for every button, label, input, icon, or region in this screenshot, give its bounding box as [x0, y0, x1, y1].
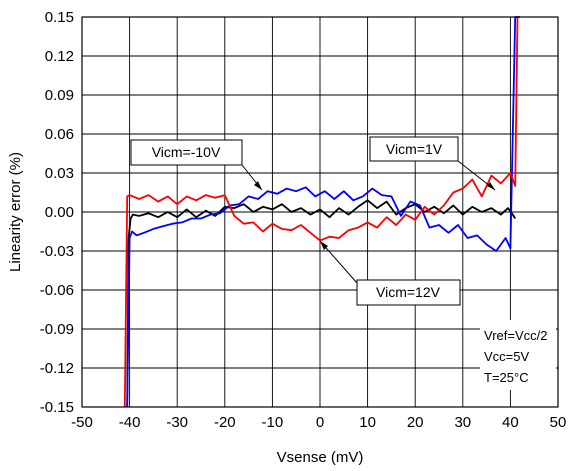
- y-tick-label: -0.15: [40, 399, 74, 416]
- y-axis-label: Linearity error (%): [7, 152, 24, 272]
- condition-vref: Vref=Vcc/2: [484, 328, 547, 343]
- annotation-vicm-1-text: Vicm=1V: [386, 141, 443, 157]
- annotation-vicm-neg10-box: [130, 139, 243, 166]
- condition-temperature: T=25°C: [484, 370, 529, 385]
- x-tick-label: -40: [119, 414, 141, 431]
- conditions-box: Vref=Vcc/2 Vcc=5V T=25°C: [480, 320, 556, 390]
- x-tick-label: -50: [71, 414, 93, 431]
- y-tick-label: 0.03: [45, 165, 74, 182]
- annotation-vicm-12-arrowhead: [320, 241, 328, 250]
- x-tick-label: 30: [454, 414, 471, 431]
- annotation-vicm-12: Vicm=12V: [319, 240, 461, 306]
- series-line-1: [126, 16, 520, 408]
- y-tick-label: -0.09: [40, 321, 74, 338]
- annotation-vicm-12-leader: [319, 240, 358, 284]
- annotation-vicm-neg10: Vicm=-10V: [130, 139, 263, 191]
- x-tick-label: 0: [316, 414, 324, 431]
- grid: [82, 17, 558, 407]
- x-tick-label: -10: [262, 414, 284, 431]
- x-tick-label: 40: [502, 414, 519, 431]
- annotation-vicm-1-arrowhead: [487, 182, 495, 190]
- annotation-vicm-neg10-arrowhead: [254, 181, 262, 190]
- series-line-2: [123, 16, 519, 408]
- series-line-0: [126, 199, 516, 408]
- y-tick-label: 0.15: [45, 9, 74, 26]
- y-tick-label: -0.06: [40, 282, 74, 299]
- condition-vcc: Vcc=5V: [484, 349, 529, 364]
- x-tick-label: -20: [214, 414, 236, 431]
- annotation-vicm-12-text: Vicm=12V: [376, 284, 441, 300]
- y-tick-label: 0.00: [45, 204, 74, 221]
- y-tick-label: 0.09: [45, 87, 74, 104]
- annotation-vicm-1: Vicm=1V: [369, 136, 496, 191]
- series-group: [123, 16, 520, 408]
- x-axis-label: Vsense (mV): [277, 449, 364, 466]
- y-tick-label: -0.12: [40, 360, 74, 377]
- x-tick-label: -30: [166, 414, 188, 431]
- tick-labels: -50 -40 -30 -20 -10 0 10 20 30 40 50 -0.15 -0.12 -0.0…: [40, 9, 567, 431]
- y-tick-label: 0.06: [45, 126, 74, 143]
- x-tick-label: 50: [550, 414, 567, 431]
- annotation-vicm-12-box: [356, 279, 461, 306]
- conditions-box-frame: [480, 320, 556, 390]
- x-tick-label: 10: [359, 414, 376, 431]
- x-tick-label: 20: [407, 414, 424, 431]
- y-tick-label: 0.12: [45, 48, 74, 65]
- plot-frame: [81, 16, 559, 408]
- y-tick-label: -0.03: [40, 243, 74, 260]
- annotation-vicm-neg10-text: Vicm=-10V: [152, 144, 221, 160]
- annotation-vicm-1-box: [369, 136, 459, 162]
